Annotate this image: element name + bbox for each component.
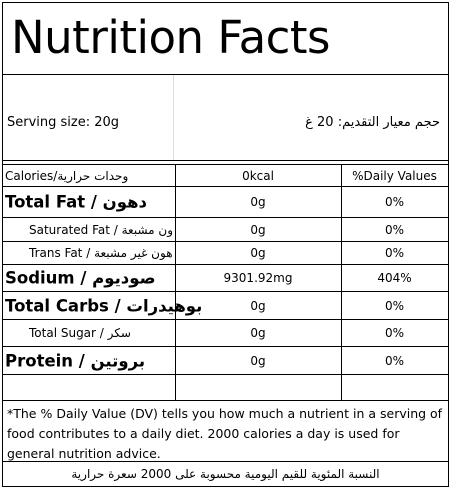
nutrient-value: 0g: [250, 353, 266, 368]
footnote: *The % Daily Value (DV) tells you how mu…: [3, 401, 448, 461]
nutrient-dv: 404%: [377, 271, 412, 285]
divider: [173, 75, 174, 160]
table-row: Total Fat / دهون 0g 0%: [3, 187, 448, 218]
calories-label: Calories/وحدات حرارية: [5, 168, 129, 183]
serving-size-en: Serving size: 20g: [7, 115, 120, 130]
calories-value: 0kcal: [242, 168, 274, 183]
nutrient-value: 0g: [250, 326, 266, 340]
table-row: Total Sugar / سكر 0g 0%: [3, 320, 448, 347]
table-row: Protein / بروتين 0g 0%: [3, 347, 448, 375]
nutrient-value: 0g: [250, 222, 266, 237]
daily-values-header: %Daily Values: [352, 168, 437, 183]
table-row: Trans Fat / هون غير مشبعة 0g 0%: [3, 242, 448, 265]
table-row: Total Carbs / بوهيدرات 0g 0%: [3, 292, 448, 320]
nutrient-label: Total Fat / دهون: [5, 192, 148, 212]
nutrient-label: Saturated Fat / ون مشبعة: [29, 222, 174, 237]
title: Nutrition Facts: [11, 11, 331, 64]
divider: [3, 164, 448, 165]
nutrient-label: Sodium / صوديوم: [5, 268, 156, 288]
nutrient-value: 9301.92mg: [223, 271, 293, 285]
nutrient-dv: 0%: [384, 326, 405, 340]
nutrient-value: 0g: [250, 246, 266, 260]
nutrient-dv: 0%: [384, 222, 405, 237]
nutrient-label: Total Sugar / سكر: [29, 326, 131, 340]
nutrient-value: 0g: [250, 298, 266, 313]
nutrient-label: Total Carbs / بوهيدرات: [5, 296, 203, 315]
nutrient-dv: 0%: [384, 246, 405, 260]
nutrient-dv: 0%: [384, 353, 405, 368]
title-section: Nutrition Facts: [3, 3, 448, 75]
footnote-ar: النسبة المئوية للقيم اليومية محسوبة على …: [3, 461, 448, 486]
header-row: Calories/وحدات حرارية 0kcal %Daily Value…: [3, 165, 448, 187]
table-row: Sodium / صوديوم 9301.92mg 404%: [3, 265, 448, 292]
table-row: Saturated Fat / ون مشبعة 0g 0%: [3, 218, 448, 242]
nutrient-value: 0g: [250, 195, 266, 209]
serving-section: Serving size: 20g حجم معيار التقديم: 20 …: [3, 75, 448, 161]
nutrient-dv: 0%: [384, 298, 405, 313]
nutrient-dv: 0%: [384, 195, 405, 209]
nutrient-label: Protein / بروتين: [5, 351, 146, 370]
serving-size-ar: حجم معيار التقديم: 20 غ: [305, 115, 440, 130]
nutrient-label: Trans Fat / هون غير مشبعة: [29, 246, 173, 260]
footnote-en: *The % Daily Value (DV) tells you how mu…: [7, 406, 443, 461]
empty-row: [3, 375, 448, 401]
